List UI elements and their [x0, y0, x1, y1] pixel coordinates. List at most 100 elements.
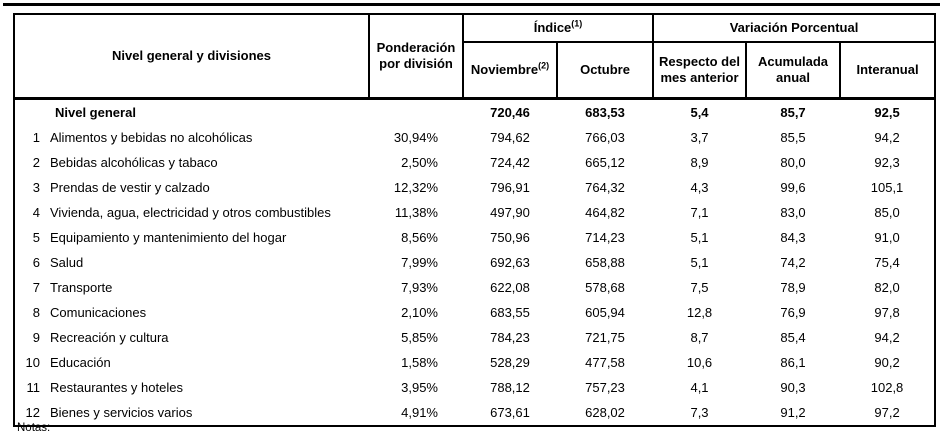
notes-label: Notas:	[17, 422, 51, 432]
month-over-month-column-header: Respecto del mes anterior	[652, 41, 748, 100]
index-october-value: 766,03	[557, 125, 654, 150]
weight-value	[369, 98, 463, 125]
division-name: Salud	[50, 250, 369, 275]
cpi-index-table: Nivel general y divisiones Ponderación p…	[13, 13, 937, 427]
variation-accum-value: 78,9	[746, 275, 841, 300]
variation-month-value: 10,6	[653, 350, 747, 375]
weight-value: 30,94%	[369, 125, 463, 150]
variation-yoy-value: 102,8	[840, 375, 936, 400]
variation-month-value: 7,3	[653, 400, 747, 426]
table-header: Nivel general y divisiones Ponderación p…	[13, 13, 937, 100]
index-footnote-marker: (1)	[571, 18, 583, 29]
variation-month-value: 3,7	[653, 125, 747, 150]
index-november-value: 683,55	[463, 300, 557, 325]
variation-yoy-value: 105,1	[840, 175, 936, 200]
index-november-value: 497,90	[463, 200, 557, 225]
table-row: 7 Transporte 7,93% 622,08 578,68 7,5 78,…	[14, 275, 936, 300]
division-number: 9	[14, 325, 50, 350]
index-october-value: 477,58	[557, 350, 654, 375]
variation-accum-value: 83,0	[746, 200, 841, 225]
index-october-value: 578,68	[557, 275, 654, 300]
table-body: Nivel general 720,46 683,53 5,4 85,7 92,…	[14, 98, 936, 426]
table-row: 9 Recreación y cultura 5,85% 784,23 721,…	[14, 325, 936, 350]
variation-month-value: 5,1	[653, 250, 747, 275]
variation-accum-value: 91,2	[746, 400, 841, 426]
table-row: Nivel general 720,46 683,53 5,4 85,7 92,…	[14, 98, 936, 125]
november-footnote-marker: (2)	[538, 60, 550, 71]
index-november-value: 528,29	[463, 350, 557, 375]
index-october-value: 757,23	[557, 375, 654, 400]
index-group-label: Índice	[533, 19, 572, 35]
table-row: 3 Prendas de vestir y calzado 12,32% 796…	[14, 175, 936, 200]
weight-value: 7,93%	[369, 275, 463, 300]
index-october-value: 683,53	[557, 98, 654, 125]
variation-yoy-value: 82,0	[840, 275, 936, 300]
division-number: 6	[14, 250, 50, 275]
variation-yoy-value: 97,8	[840, 300, 936, 325]
variation-month-value: 4,1	[653, 375, 747, 400]
division-number: 10	[14, 350, 50, 375]
variation-yoy-value: 91,0	[840, 225, 936, 250]
variation-month-value: 8,7	[653, 325, 747, 350]
division-number: 4	[14, 200, 50, 225]
variation-month-value: 8,9	[653, 150, 747, 175]
index-october-value: 665,12	[557, 150, 654, 175]
index-october-value: 764,32	[557, 175, 654, 200]
weight-value: 2,10%	[369, 300, 463, 325]
division-name: Restaurantes y hoteles	[50, 375, 369, 400]
november-label: Noviembre	[470, 61, 539, 77]
division-name: Transporte	[50, 275, 369, 300]
division-name: Recreación y cultura	[50, 325, 369, 350]
division-name: Alimentos y bebidas no alcohólicas	[50, 125, 369, 150]
variation-yoy-value: 92,5	[840, 98, 936, 125]
weight-value: 2,50%	[369, 150, 463, 175]
index-november-value: 720,46	[463, 98, 557, 125]
variation-accum-value: 90,3	[746, 375, 841, 400]
index-november-value: 750,96	[463, 225, 557, 250]
table-row: 1 Alimentos y bebidas no alcohólicas 30,…	[14, 125, 936, 150]
index-november-value: 784,23	[463, 325, 557, 350]
table-row: 2 Bebidas alcohólicas y tabaco 2,50% 724…	[14, 150, 936, 175]
division-number: 3	[14, 175, 50, 200]
top-divider-rule	[3, 3, 940, 6]
variation-accum-value: 76,9	[746, 300, 841, 325]
variation-month-value: 5,4	[653, 98, 747, 125]
table-row: 6 Salud 7,99% 692,63 658,88 5,1 74,2 75,…	[14, 250, 936, 275]
division-number: 8	[14, 300, 50, 325]
division-name: Nivel general	[50, 98, 369, 125]
division-number: 7	[14, 275, 50, 300]
division-name: Bebidas alcohólicas y tabaco	[50, 150, 369, 175]
variation-accum-value: 85,5	[746, 125, 841, 150]
table-row: 12 Bienes y servicios varios 4,91% 673,6…	[14, 400, 936, 426]
division-name: Bienes y servicios varios	[50, 400, 369, 426]
variation-yoy-value: 94,2	[840, 325, 936, 350]
division-number: 2	[14, 150, 50, 175]
index-group-header: Índice(1)	[461, 13, 655, 43]
variation-accum-value: 85,4	[746, 325, 841, 350]
index-november-value: 724,42	[463, 150, 557, 175]
weight-value: 12,32%	[369, 175, 463, 200]
index-november-value: 794,62	[463, 125, 557, 150]
variation-accum-value: 99,6	[746, 175, 841, 200]
weight-value: 11,38%	[369, 200, 463, 225]
variation-yoy-value: 85,0	[840, 200, 936, 225]
index-november-value: 622,08	[463, 275, 557, 300]
november-column-header: Noviembre(2)	[462, 41, 558, 100]
variation-month-value: 7,1	[653, 200, 747, 225]
index-october-value: 714,23	[557, 225, 654, 250]
index-november-value: 796,91	[463, 175, 557, 200]
division-number	[14, 98, 50, 125]
variation-accum-value: 85,7	[746, 98, 841, 125]
variation-month-value: 5,1	[653, 225, 747, 250]
table-row: 4 Vivienda, agua, electricidad y otros c…	[14, 200, 936, 225]
variation-yoy-value: 75,4	[840, 250, 936, 275]
division-name: Comunicaciones	[50, 300, 369, 325]
variation-month-value: 7,5	[653, 275, 747, 300]
division-number: 1	[14, 125, 50, 150]
division-number: 5	[14, 225, 50, 250]
index-october-value: 628,02	[557, 400, 654, 426]
index-november-value: 788,12	[463, 375, 557, 400]
october-column-header: Octubre	[555, 41, 655, 100]
division-name: Equipamiento y mantenimiento del hogar	[50, 225, 369, 250]
